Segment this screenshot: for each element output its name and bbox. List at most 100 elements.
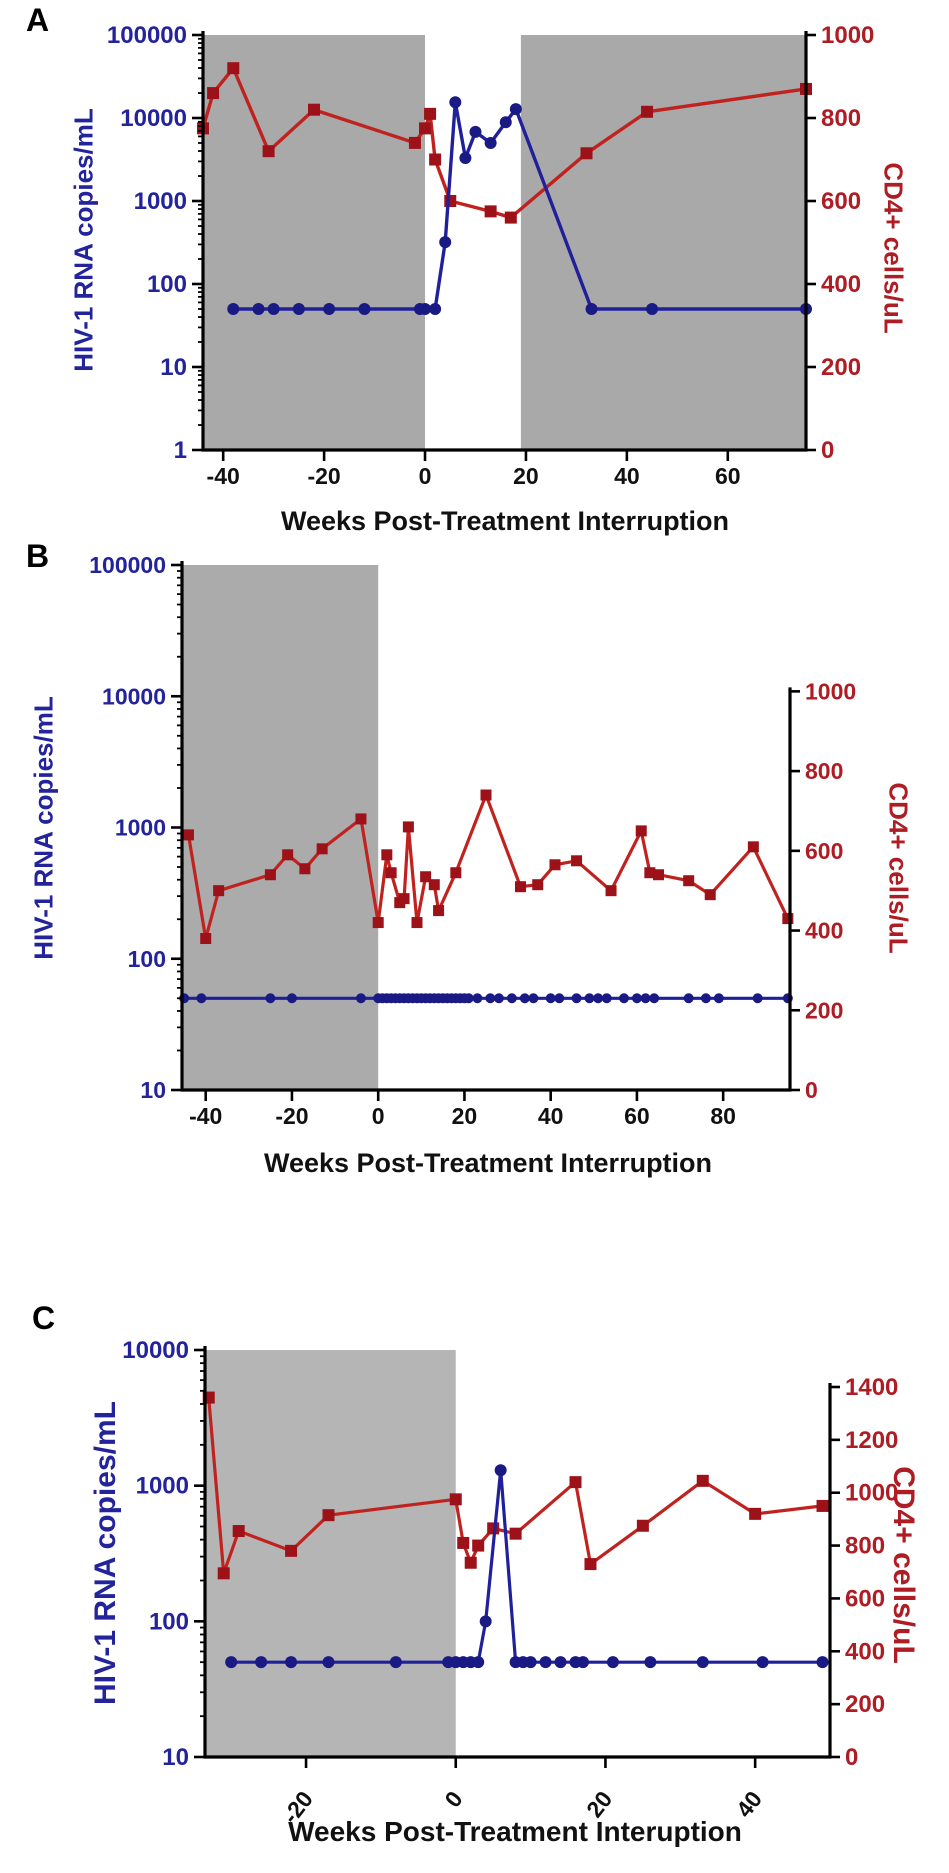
hiv-rna-point — [472, 1656, 485, 1669]
cd4-point — [424, 107, 437, 120]
hiv-rna-point — [816, 1656, 829, 1669]
treatment-shaded-region — [520, 35, 806, 450]
right-tick-label: 800 — [845, 1533, 885, 1560]
x-tick-label: 60 — [624, 1103, 650, 1129]
cd4-point — [200, 933, 212, 945]
hiv-rna-point — [227, 302, 240, 315]
cd4-point — [635, 825, 647, 837]
x-tick-label: 20 — [452, 1103, 478, 1129]
hiv-rna-point — [618, 993, 629, 1004]
cd4-point — [644, 867, 656, 879]
panel-b-right-axis-title: CD4+ cells/uL — [883, 782, 914, 954]
cd4-point — [504, 211, 517, 224]
hiv-rna-point — [593, 993, 604, 1004]
hiv-rna-point — [472, 993, 483, 1004]
right-tick-label: 600 — [821, 188, 861, 215]
hiv-rna-point — [756, 1656, 769, 1669]
hiv-rna-point — [459, 151, 472, 164]
hiv-rna-point — [449, 96, 462, 109]
hiv-rna-point — [528, 993, 539, 1004]
cd4-point — [480, 789, 492, 801]
hiv-rna-point — [524, 1656, 537, 1669]
x-tick-label: 0 — [419, 463, 432, 489]
cd4-point — [428, 879, 440, 891]
left-tick-label: 100 — [149, 1608, 189, 1635]
left-tick-label: 100000 — [89, 552, 166, 578]
hiv-rna-point — [752, 993, 763, 1004]
x-tick-label: 40 — [538, 1103, 564, 1129]
cd4-point — [411, 917, 423, 929]
hiv-rna-point — [463, 993, 474, 1004]
hiv-rna-point — [322, 1656, 335, 1669]
hiv-rna-point — [606, 1656, 619, 1669]
panel-c-right-axis-title: CD4+ cells/uL — [887, 1466, 920, 1664]
panel-b-label: B — [26, 538, 50, 574]
hiv-rna-point — [485, 993, 496, 1004]
right-tick-label: 600 — [845, 1585, 885, 1612]
hiv-rna-point — [323, 302, 336, 315]
right-tick-label: 200 — [805, 997, 843, 1023]
cd4-point — [385, 867, 397, 879]
left-tick-label: 100 — [128, 946, 166, 972]
hiv-rna-point — [631, 993, 642, 1004]
hiv-rna-point — [196, 993, 207, 1004]
cd4-point — [484, 205, 497, 218]
hiv-rna-point — [265, 993, 276, 1004]
hiv-rna-point — [499, 116, 512, 129]
hiv-rna-point — [509, 103, 522, 116]
cd4-point — [285, 1544, 298, 1557]
hiv-rna-point — [646, 302, 659, 315]
right-tick-label: 600 — [805, 838, 843, 864]
hiv-rna-point — [545, 993, 556, 1004]
hiv-rna-point — [506, 993, 517, 1004]
hiv-rna-line — [229, 1468, 825, 1664]
cd4-point — [652, 869, 664, 881]
left-tick-label: 100 — [147, 271, 187, 298]
x-tick-label: 80 — [710, 1103, 736, 1129]
cd4-point — [450, 867, 462, 879]
panel-a-right-axis-title: CD4+ cells/uL — [878, 162, 909, 334]
right-tick-label: 0 — [845, 1744, 858, 1771]
right-tick-label: 1200 — [845, 1427, 898, 1454]
cd4-point — [696, 1474, 709, 1487]
hiv-rna-point — [255, 1656, 268, 1669]
panel-a-x-axis-title: Weeks Post-Treatment Interruption — [280, 506, 730, 536]
left-tick-label: 100000 — [107, 22, 187, 49]
hiv-rna-point — [252, 302, 265, 315]
cd4-point — [749, 1507, 762, 1520]
hiv-rna-point — [700, 993, 711, 1004]
x-tick-label: -40 — [189, 1103, 222, 1129]
left-tick-label: 1 — [174, 437, 187, 464]
right-tick-label: 1000 — [805, 678, 856, 704]
panel-a-label: A — [26, 2, 50, 38]
cd4-point — [641, 105, 654, 118]
hiv-rna-point — [479, 1615, 492, 1628]
cd4-point — [182, 829, 194, 841]
cd4-point — [457, 1536, 470, 1549]
hiv-rna-point — [286, 993, 297, 1004]
panel-a-left-axis-title: HIV-1 RNA copies/mL — [68, 108, 99, 372]
right-tick-label: 800 — [805, 758, 843, 784]
hiv-rna-point — [713, 993, 724, 1004]
hiv-rna-point — [576, 1656, 589, 1669]
cd4-point — [580, 147, 593, 160]
hiv-rna-point — [389, 1656, 402, 1669]
hiv-rna-point — [429, 302, 442, 315]
cd4-point — [264, 869, 276, 881]
x-tick-label: 0 — [439, 1786, 467, 1812]
x-tick-label: 60 — [715, 463, 741, 489]
cd4-point — [322, 1509, 335, 1522]
panel-b-left-axis-title: HIV-1 RNA copies/mL — [28, 696, 59, 960]
cd4-point — [782, 913, 794, 925]
x-tick-label: 40 — [614, 463, 640, 489]
cd4-point — [408, 136, 421, 149]
hiv-rna-point — [267, 302, 280, 315]
panel-c-label: C — [32, 1300, 56, 1336]
cd4-point — [605, 885, 617, 897]
cd4-point — [569, 1476, 582, 1489]
hiv-rna-point — [539, 1656, 552, 1669]
cd4-point — [227, 62, 240, 75]
